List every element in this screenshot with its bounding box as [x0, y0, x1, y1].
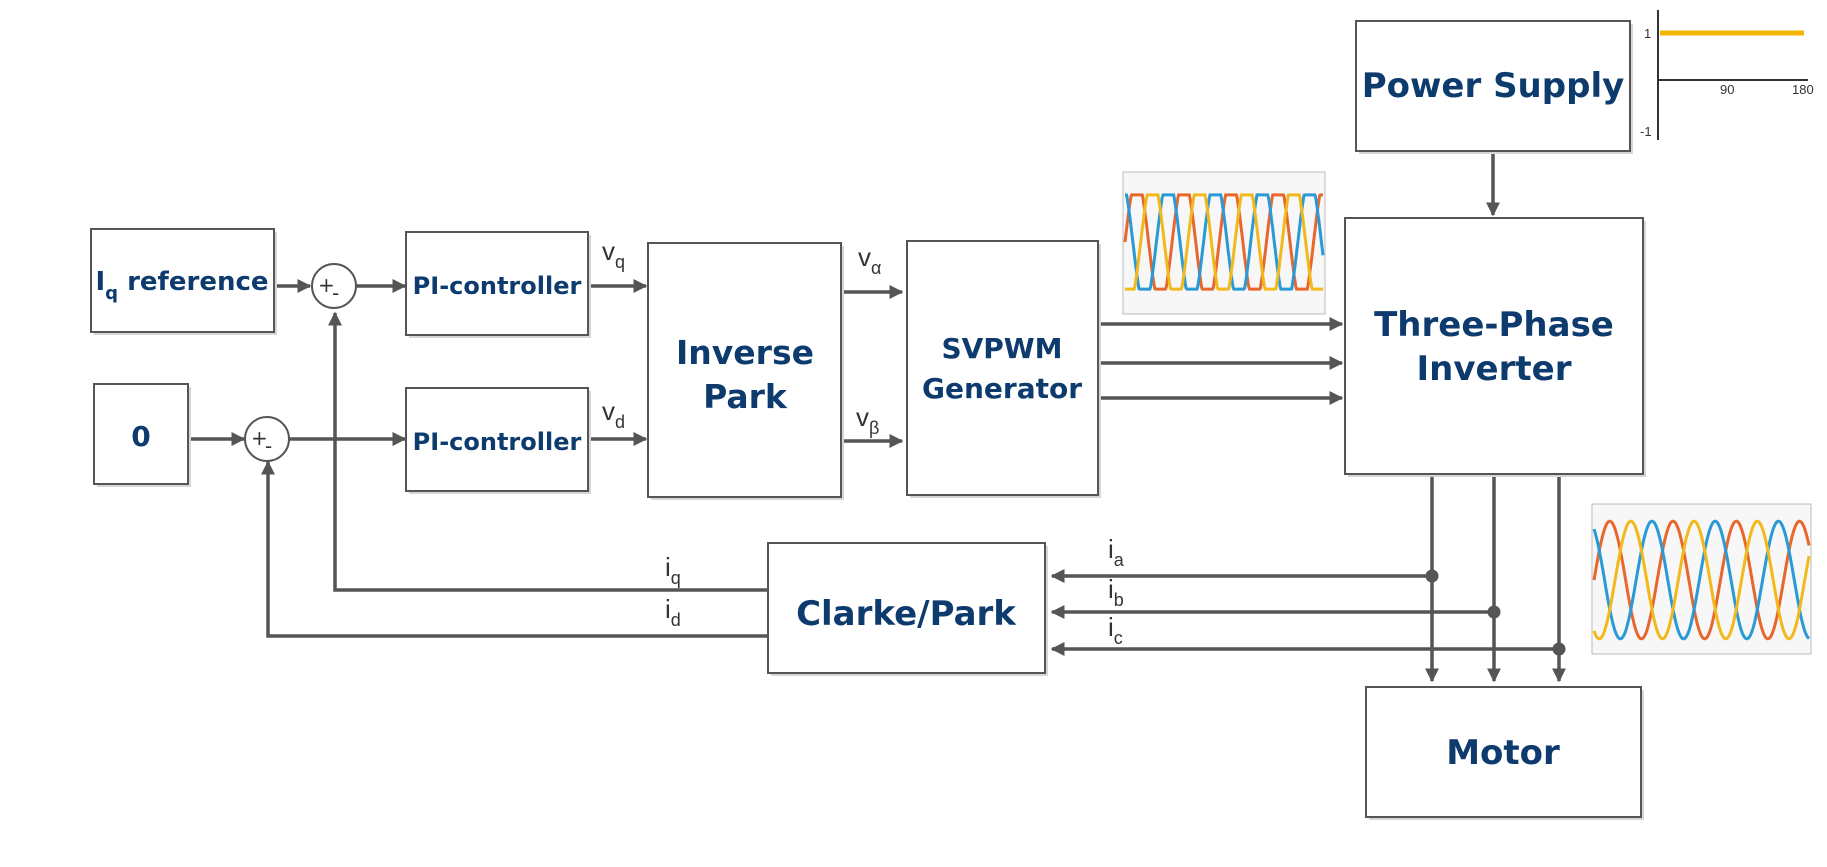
signal-ia: ia — [1108, 534, 1125, 570]
junction-dots — [1425, 569, 1566, 656]
phase-a-trace — [1123, 193, 1323, 291]
xtick-end: 180 — [1792, 82, 1814, 97]
junction-dot-c — [1552, 642, 1566, 656]
phase-a-trace — [1592, 519, 1811, 641]
power-supply-label: Power Supply — [1362, 66, 1625, 106]
motor-block[interactable]: Motor — [1365, 686, 1644, 820]
power-supply-plot: 1 -1 90 180 — [1640, 10, 1814, 140]
svpwm-output-waveform-plot — [1122, 171, 1326, 315]
inverse-park-line2: Park — [703, 377, 788, 416]
summing-junction-q: + - — [311, 263, 357, 309]
phase-b-trace — [1592, 519, 1810, 641]
junction-dot-a — [1425, 569, 1439, 583]
zero-reference-block[interactable]: 0 — [93, 383, 191, 487]
clarke-park-label: Clarke/Park — [796, 594, 1017, 634]
zero-label: 0 — [131, 420, 150, 453]
signal-ic: ic — [1108, 612, 1123, 648]
signal-ib: ib — [1108, 574, 1124, 610]
iq-reference-main: I — [95, 267, 105, 297]
clarke-park-block[interactable]: Clarke/Park — [767, 542, 1048, 676]
plus-sign: + — [251, 426, 268, 450]
pi-controller-q-block[interactable]: PI-controller — [405, 231, 591, 338]
signal-vq: vq — [602, 236, 625, 272]
svpwm-generator-block[interactable]: SVPWM Generator — [906, 240, 1101, 498]
ytick-bottom: -1 — [1640, 124, 1652, 139]
signal-vbeta: vβ — [856, 402, 879, 438]
inverse-park-line1: Inverse — [676, 333, 814, 372]
phase-current-waveform-plot — [1591, 503, 1812, 655]
minus-sign: - — [332, 281, 339, 305]
phase-b-trace — [1125, 193, 1325, 291]
ytick-top: 1 — [1644, 26, 1651, 41]
phase-current-waveforms — [1592, 519, 1811, 641]
three-phase-inverter-block[interactable]: Three-Phase Inverter — [1344, 217, 1646, 477]
signal-vd: vd — [602, 396, 625, 432]
pi-controller-d-label: PI-controller — [413, 428, 582, 456]
svpwm-waveforms — [1123, 193, 1325, 291]
inverter-line2: Inverter — [1417, 349, 1572, 389]
signal-iq: iq — [665, 552, 681, 588]
svpwm-line2: Generator — [922, 372, 1082, 405]
summing-junction-d: + - — [244, 416, 290, 462]
pi-controller-d-block[interactable]: PI-controller — [405, 387, 591, 494]
phase-c-trace — [1592, 519, 1811, 641]
phase-c-trace — [1125, 193, 1323, 291]
svpwm-line1: SVPWM — [941, 332, 1062, 365]
inverse-park-block[interactable]: Inverse Park — [647, 242, 844, 500]
inverter-line1: Three-Phase — [1374, 305, 1614, 345]
pi-controller-q-label: PI-controller — [413, 272, 582, 300]
xtick-mid: 90 — [1720, 82, 1734, 97]
junction-dot-b — [1487, 605, 1501, 619]
plus-sign: + — [318, 273, 335, 297]
svg-text:Iq reference: Iq reference — [95, 267, 268, 304]
iq-reference-rest: reference — [118, 267, 268, 297]
iq-reference-block[interactable]: Iq reference — [90, 228, 277, 335]
power-supply-block[interactable]: Power Supply — [1355, 20, 1633, 154]
signal-id: id — [665, 594, 681, 630]
signal-valpha: vα — [858, 242, 881, 278]
motor-label: Motor — [1446, 733, 1560, 773]
iq-reference-sub: q — [105, 283, 118, 304]
minus-sign: - — [265, 434, 272, 458]
